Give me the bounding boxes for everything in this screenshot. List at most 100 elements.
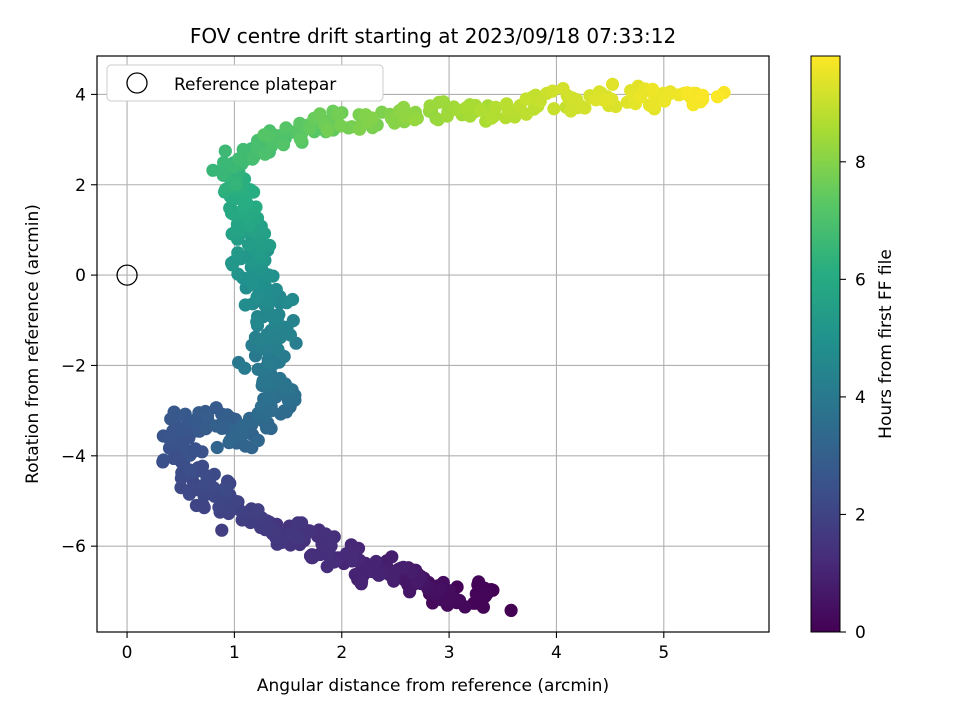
y-axis-ticks: −6 −4 −2 0 2 4 [61,85,97,557]
colorbar-tick-label: 0 [855,623,866,643]
data-point [387,565,401,579]
data-point [605,77,620,91]
colorbar-label: Hours from first FF file [876,249,896,439]
data-point [196,498,210,512]
data-point [320,560,334,574]
legend-marker [126,72,148,94]
data-point [306,551,320,565]
data-point [280,296,294,310]
data-point [178,407,192,421]
data-point [251,433,265,447]
y-axis-label: Rotation from reference (arcmin) [23,204,43,484]
y-tick-label: −4 [61,447,86,467]
data-point [231,246,245,260]
data-point [501,104,515,118]
data-point [634,90,648,104]
data-point [250,290,264,304]
data-point [229,177,243,192]
data-point [259,421,274,435]
x-tick-label: 1 [229,643,240,663]
data-point [519,92,533,106]
colorbar [810,55,841,633]
data-point [369,554,383,569]
data-point [710,90,725,104]
data-point [680,86,694,100]
data-point [696,88,710,102]
data-point [248,330,262,344]
chart-title: FOV centre drift starting at 2023/09/18 … [190,24,676,48]
data-point [564,104,578,118]
data-point [476,600,490,614]
data-point [253,248,267,262]
data-point [163,432,177,447]
data-point [206,163,220,177]
data-point [472,575,486,589]
y-tick-label: 0 [75,266,86,286]
data-point [219,483,233,497]
data-point [212,500,226,514]
data-point [282,527,296,542]
data-point [238,298,252,312]
legend-label: Reference platepar [174,75,336,95]
data-point [236,142,250,157]
data-point [324,535,338,549]
data-point [294,132,308,146]
data-point [331,108,345,123]
data-point [313,107,327,121]
data-point [164,412,178,426]
data-point [303,122,317,136]
data-point [504,603,518,618]
data-point [280,321,294,335]
x-tick-label: 2 [336,643,347,663]
data-point [231,224,245,238]
y-tick-label: 2 [75,176,86,196]
data-point [519,107,533,121]
x-axis-ticks: 0 1 2 3 4 5 [122,632,669,663]
y-tick-label: −2 [61,356,86,376]
data-point [209,401,223,415]
data-point [279,405,293,419]
data-points [156,77,731,618]
data-point [238,439,252,453]
x-tick-label: 5 [658,643,669,663]
data-point [241,238,256,252]
data-point [489,100,503,114]
data-point [210,440,224,455]
data-point [293,116,307,130]
data-point [259,374,273,388]
data-point [365,111,379,125]
data-point [321,124,335,138]
data-point [361,563,375,577]
data-point [240,196,254,210]
data-point [408,113,422,127]
colorbar-gradient [810,55,841,633]
grid-lines [97,56,769,632]
data-point [215,523,229,537]
data-point [556,82,570,96]
data-point [600,94,614,108]
data-point [251,503,265,517]
reference-marker [116,264,138,286]
data-point [257,128,271,142]
legend: Reference platepar [106,64,384,102]
colorbar-tick-label: 2 [855,505,866,525]
y-tick-label: 4 [75,85,86,105]
reference-platepar-marker [116,264,138,286]
data-point [345,550,359,564]
data-point [156,453,171,467]
data-point [565,91,579,105]
data-point [250,315,264,329]
data-point [264,330,278,344]
data-point [657,94,672,108]
data-point [225,258,239,272]
data-point [262,356,276,370]
data-point [276,138,291,152]
colorbar-ticks: 0 2 4 6 8 [840,153,866,643]
data-point [218,144,232,158]
data-point [261,389,275,403]
data-point [183,463,197,477]
y-tick-label: −6 [61,537,86,557]
data-point [270,342,284,356]
data-point [258,147,272,161]
